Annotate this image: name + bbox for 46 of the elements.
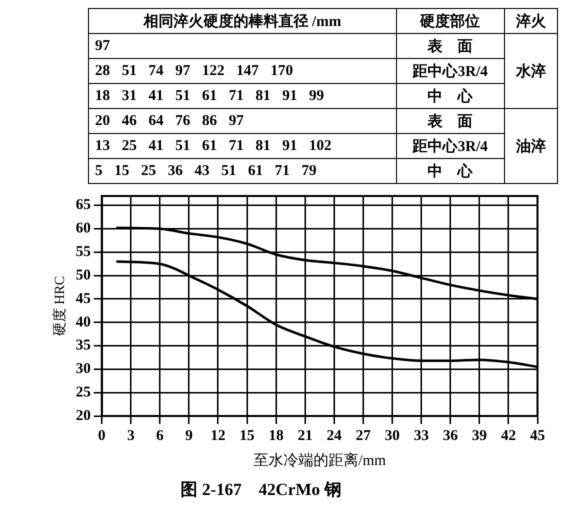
text: 5 15 25 36 43 51 61 71 79 — [88, 158, 396, 184]
y-tick-label: 30 — [76, 361, 91, 378]
y-tick-label: 35 — [76, 338, 91, 354]
x-tick-label: 9 — [185, 428, 193, 444]
x-axis-title: 至水冷端的距离/mm — [253, 452, 386, 469]
text: 中 心 — [396, 158, 504, 184]
text: 28 51 74 97 122 147 170 — [88, 58, 396, 84]
x-tick-label: 45 — [530, 428, 545, 444]
x-tick-label: 27 — [356, 428, 372, 444]
y-tick-label: 40 — [76, 314, 91, 330]
text: 淬火 — [504, 8, 558, 34]
y-tick-label: 55 — [76, 244, 91, 260]
x-tick-label: 6 — [156, 428, 164, 444]
x-tick-label: 12 — [210, 428, 226, 444]
x-tick-label: 42 — [500, 428, 516, 444]
x-tick-label: 0 — [98, 428, 106, 444]
text: 表 面 — [396, 108, 504, 134]
text: 表 面 — [396, 34, 504, 58]
x-tick-label: 39 — [472, 428, 487, 444]
y-axis-title: 硬度 HRC — [52, 276, 68, 336]
text: 距中心3R/4 — [396, 134, 504, 158]
x-tick-label: 3 — [127, 428, 135, 444]
x-tick-label: 36 — [442, 428, 458, 444]
x-tick-label: 15 — [240, 428, 255, 444]
x-tick-label: 30 — [384, 428, 400, 444]
y-tick-label: 60 — [76, 220, 91, 237]
y-tick-label: 45 — [76, 290, 91, 307]
text: 图 2-167 42CrMo 钢 — [180, 479, 342, 501]
text: 油淬 — [504, 108, 558, 184]
text: 硬度部位 — [396, 8, 504, 34]
text: 距中心3R/4 — [396, 58, 504, 84]
y-tick-label: 25 — [76, 384, 91, 400]
x-tick-label: 33 — [414, 428, 429, 444]
x-tick-label: 21 — [298, 428, 313, 444]
text: 20 46 64 76 86 97 — [88, 108, 396, 134]
text: 97 — [88, 34, 396, 58]
x-tick-label: 18 — [268, 428, 284, 444]
text: 18 31 41 51 61 71 81 91 99 — [88, 84, 396, 108]
x-tick-label: 24 — [326, 428, 342, 444]
text: 中 心 — [396, 84, 504, 108]
y-tick-label: 50 — [76, 267, 91, 284]
y-tick-label: 65 — [76, 197, 91, 214]
text: 水淬 — [504, 34, 558, 108]
y-tick-label: 20 — [76, 408, 91, 424]
text: 相同淬火硬度的棒料直径 /mm — [88, 8, 396, 34]
text: 13 25 41 51 61 71 81 91 102 — [88, 134, 396, 158]
